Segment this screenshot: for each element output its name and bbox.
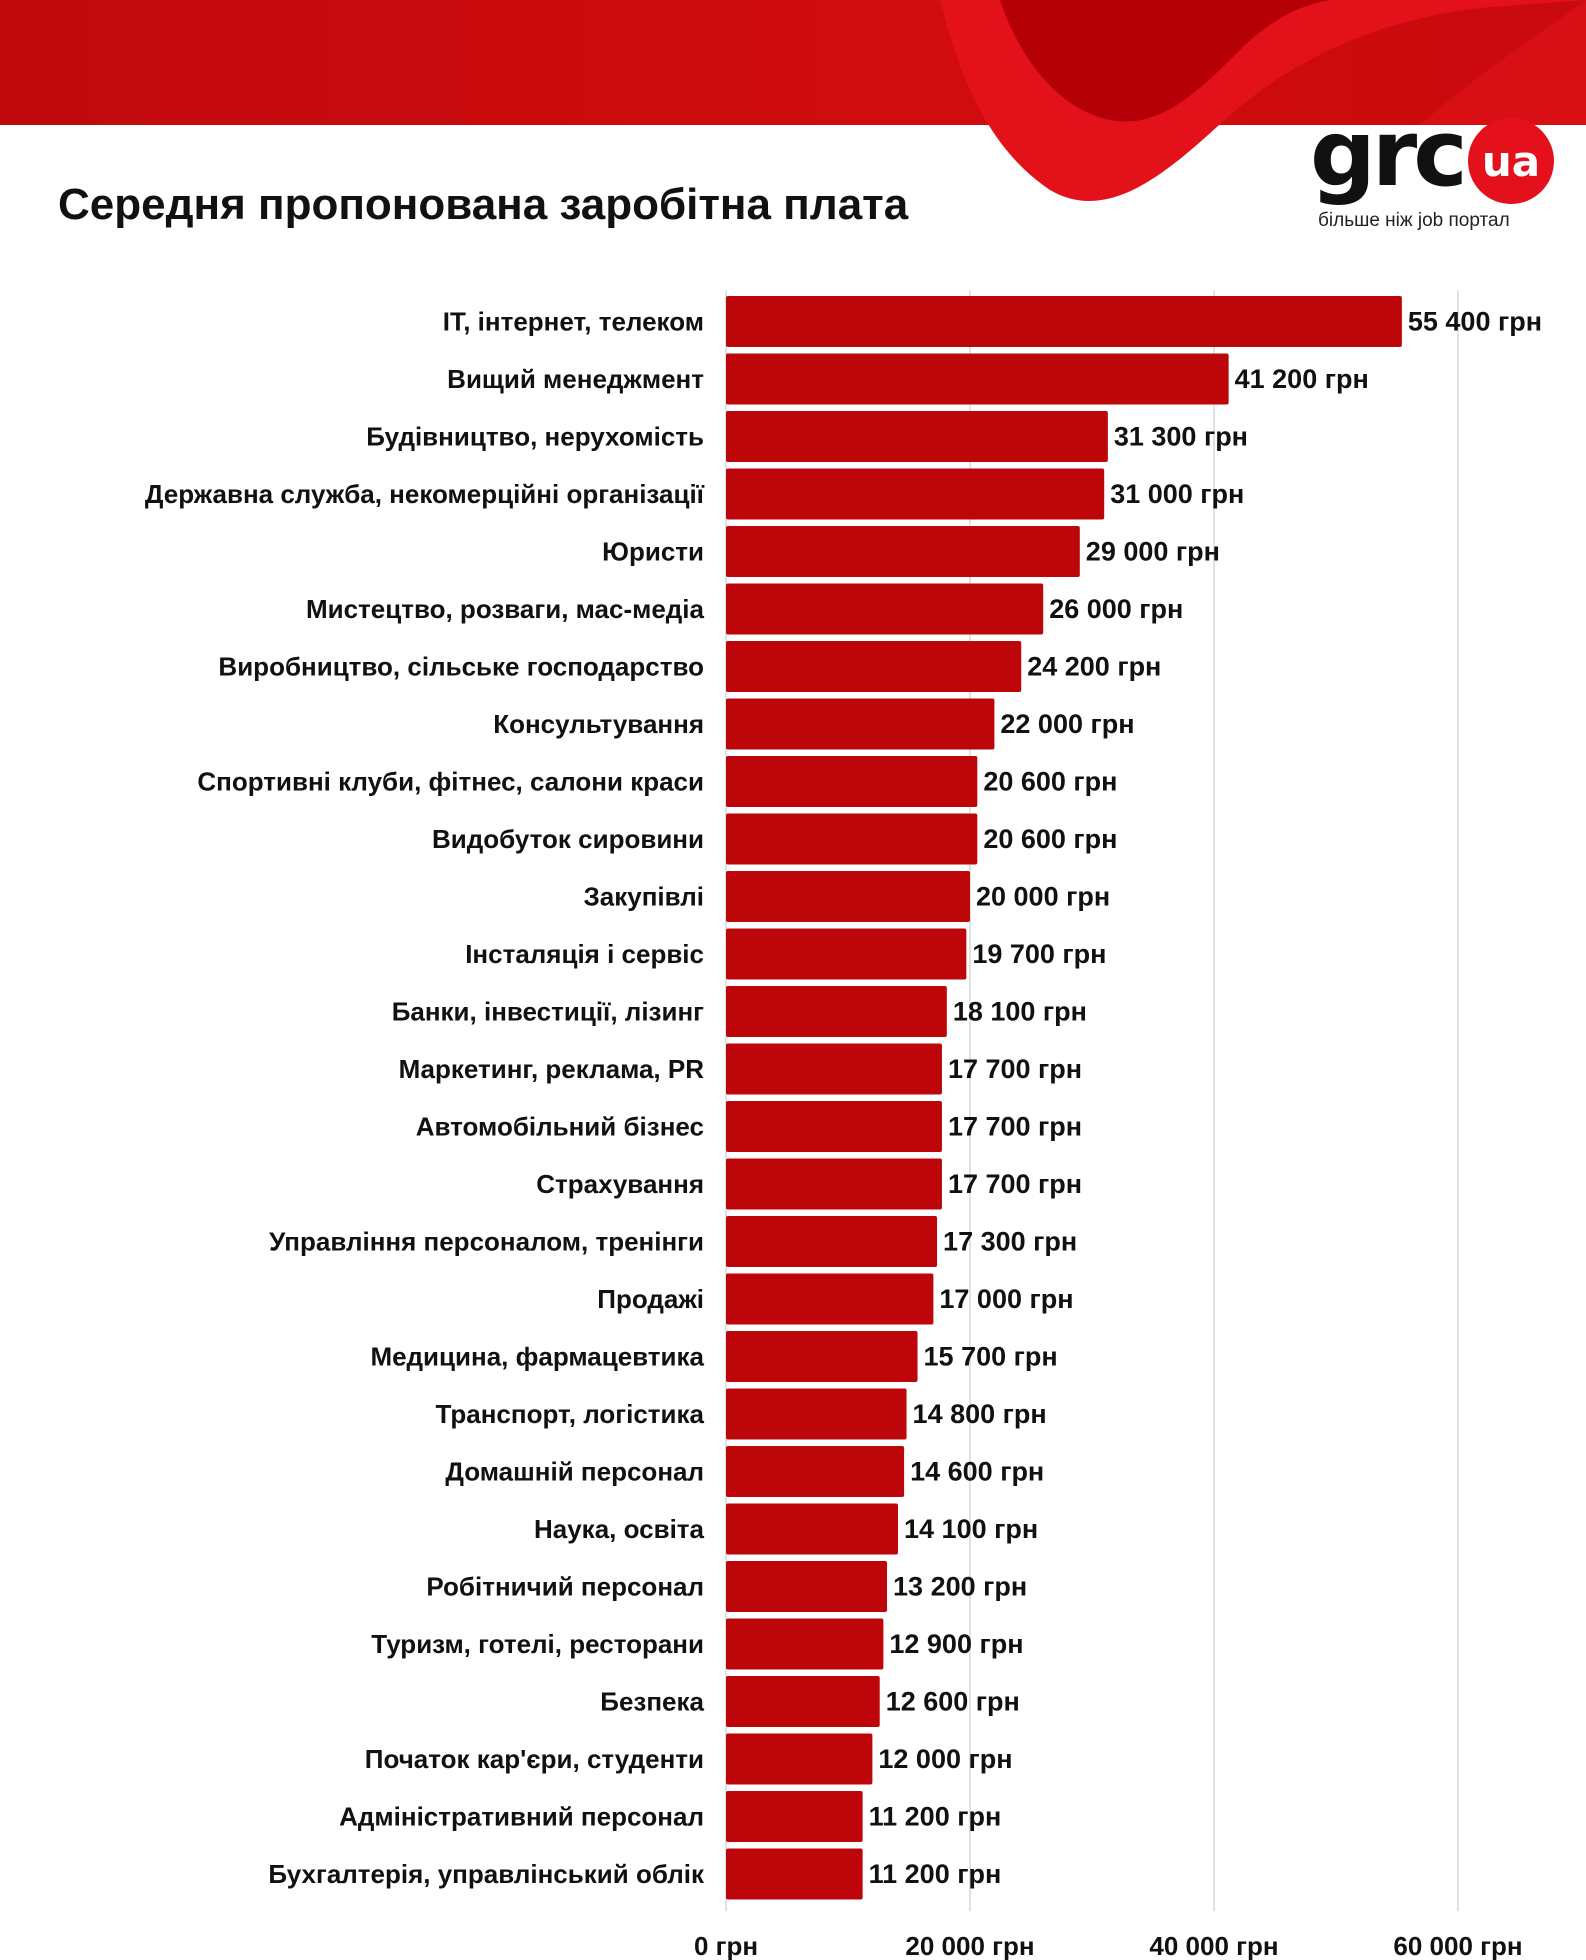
value-label: 11 200 грн bbox=[869, 1802, 1002, 1832]
page-title: Середня пропонована заробітна плата bbox=[58, 180, 909, 229]
category-label: Інсталяція і сервіс bbox=[465, 939, 704, 969]
bar bbox=[726, 641, 1022, 692]
bar bbox=[726, 411, 1108, 462]
bar bbox=[726, 986, 947, 1037]
value-label: 22 000 грн bbox=[1000, 709, 1134, 739]
category-label: ІТ, інтернет, телеком bbox=[443, 307, 704, 337]
value-label: 31 000 грн bbox=[1110, 479, 1244, 509]
bar bbox=[726, 1331, 918, 1382]
value-label: 17 700 грн bbox=[948, 1054, 1082, 1084]
x-tick-label: 0 грн bbox=[694, 1931, 758, 1960]
bar bbox=[726, 1503, 899, 1555]
value-label: 14 100 грн bbox=[904, 1514, 1038, 1544]
bar bbox=[726, 1388, 907, 1440]
category-label: Банки, інвестиції, лізинг bbox=[392, 997, 704, 1027]
value-label: 29 000 грн bbox=[1086, 537, 1220, 567]
category-label: Мистецтво, розваги, мас-медіа bbox=[306, 594, 705, 624]
category-label: Адміністративний персонал bbox=[339, 1802, 704, 1832]
category-label: Наука, освіта bbox=[534, 1514, 705, 1544]
bar bbox=[726, 1618, 884, 1670]
x-tick-label: 60 000 грн bbox=[1393, 1931, 1522, 1960]
bar bbox=[726, 1158, 942, 1210]
header-swoosh bbox=[940, 0, 1586, 201]
value-label: 12 600 грн bbox=[886, 1687, 1020, 1717]
bar bbox=[726, 1561, 888, 1612]
category-label: Медицина, фармацевтика bbox=[370, 1342, 704, 1372]
bar bbox=[726, 1733, 873, 1785]
bar bbox=[726, 526, 1080, 577]
value-label: 20 600 грн bbox=[983, 824, 1117, 854]
category-label: Автомобільний бізнес bbox=[416, 1112, 704, 1142]
bar bbox=[726, 813, 978, 865]
bar bbox=[726, 1043, 942, 1095]
category-label: Державна служба, некомерційні організаці… bbox=[145, 479, 705, 509]
category-label: Продажі bbox=[597, 1284, 704, 1314]
value-label: 13 200 грн bbox=[893, 1572, 1027, 1602]
bar bbox=[726, 353, 1229, 405]
category-label: Закупівлі bbox=[583, 882, 704, 912]
value-label: 26 000 грн bbox=[1049, 594, 1183, 624]
value-label: 15 700 грн bbox=[924, 1342, 1058, 1372]
brand-logo[interactable]: grc ua більше ніж job портал bbox=[1310, 100, 1560, 240]
value-label: 17 300 грн bbox=[943, 1227, 1077, 1257]
category-label: Спортивні клуби, фітнес, салони краси bbox=[197, 767, 704, 797]
bar bbox=[726, 1446, 905, 1497]
logo-badge: ua bbox=[1468, 118, 1554, 204]
category-label: Вищий менеджмент bbox=[447, 364, 704, 394]
bar bbox=[726, 583, 1044, 635]
x-tick-label: 40 000 грн bbox=[1149, 1931, 1278, 1960]
bar bbox=[726, 1216, 938, 1267]
bar bbox=[726, 468, 1105, 520]
bar bbox=[726, 1676, 880, 1727]
value-label: 18 100 грн bbox=[953, 997, 1087, 1027]
category-label: Туризм, готелі, ресторани bbox=[371, 1629, 704, 1659]
bar bbox=[726, 1273, 934, 1325]
bar bbox=[726, 871, 970, 922]
category-label: Бухгалтерія, управлінський облік bbox=[268, 1859, 705, 1889]
bar bbox=[726, 756, 978, 807]
category-label: Страхування bbox=[536, 1169, 704, 1199]
category-label: Маркетинг, реклама, PR bbox=[399, 1054, 705, 1084]
value-label: 20 000 грн bbox=[976, 882, 1110, 912]
value-label: 14 800 грн bbox=[913, 1399, 1047, 1429]
x-tick-label: 20 000 грн bbox=[905, 1931, 1034, 1960]
category-label: Юристи bbox=[602, 537, 704, 567]
logo-tagline: більше ніж job портал bbox=[1318, 210, 1510, 231]
bar bbox=[726, 1848, 863, 1900]
value-label: 41 200 грн bbox=[1235, 364, 1369, 394]
category-label: Виробництво, сільське господарство bbox=[218, 652, 704, 682]
category-label: Початок кар'єри, студенти bbox=[365, 1744, 704, 1774]
value-label: 19 700 грн bbox=[972, 939, 1106, 969]
category-label: Видобуток сировини bbox=[432, 824, 704, 854]
value-label: 11 200 грн bbox=[869, 1859, 1002, 1889]
value-label: 55 400 грн bbox=[1408, 307, 1542, 337]
value-label: 17 700 грн bbox=[948, 1169, 1082, 1199]
bar bbox=[726, 1791, 863, 1842]
value-label: 31 300 грн bbox=[1114, 422, 1248, 452]
category-label: Домашній персонал bbox=[445, 1457, 704, 1487]
bar bbox=[726, 928, 967, 980]
category-label: Транспорт, логістика bbox=[435, 1399, 704, 1429]
value-label: 14 600 грн bbox=[910, 1457, 1044, 1487]
bar bbox=[726, 698, 995, 750]
category-label: Управління персоналом, тренінги bbox=[269, 1227, 704, 1257]
value-label: 20 600 грн bbox=[983, 767, 1117, 797]
category-label: Будівництво, нерухомість bbox=[366, 422, 704, 452]
value-label: 24 200 грн bbox=[1027, 652, 1161, 682]
category-label: Безпека bbox=[600, 1687, 704, 1717]
category-label: Консультування bbox=[493, 709, 704, 739]
logo-word: grc bbox=[1310, 100, 1468, 207]
bar bbox=[726, 1101, 942, 1152]
value-label: 17 000 грн bbox=[939, 1284, 1073, 1314]
value-label: 12 000 грн bbox=[878, 1744, 1012, 1774]
category-label: Робітничий персонал bbox=[426, 1572, 704, 1602]
value-label: 17 700 грн bbox=[948, 1112, 1082, 1142]
value-label: 12 900 грн bbox=[889, 1629, 1023, 1659]
bar bbox=[726, 296, 1402, 347]
